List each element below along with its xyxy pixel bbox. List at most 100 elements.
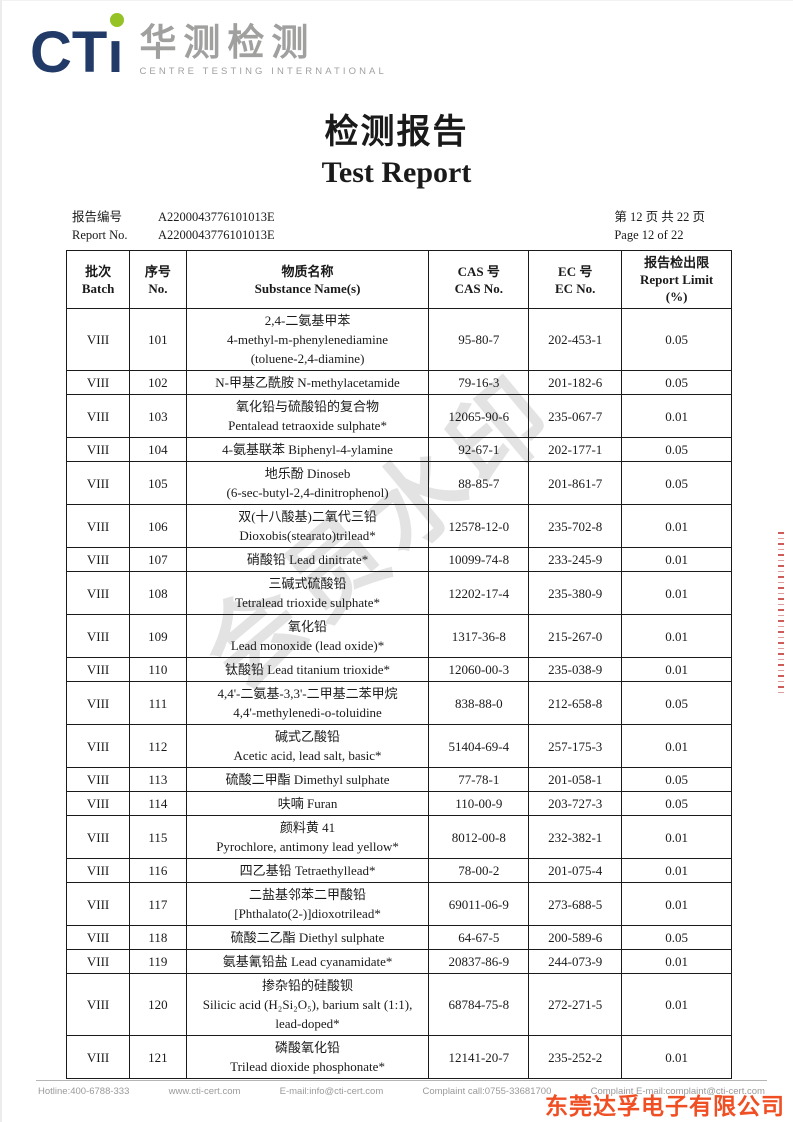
substance-name-cell: 4,4'-二氨基-3,3'-二甲基二苯甲烷 4,4'-methylenedi-o-… (185, 681, 430, 725)
no-cell: 119 (129, 949, 187, 974)
table-row: VIII 103 氧化铅与硫酸铅的复合物 Pentalead tetraoxide… (65, 394, 732, 438)
ec-no-cell: 215-267-0 (528, 614, 623, 658)
column-header: 批次 Batch (65, 250, 131, 309)
table-row: VIII 109 氧化铅 Lead monoxide (lead oxide)* … (65, 614, 732, 658)
report-limit-cell: 0.01 (621, 547, 732, 572)
column-header: 报告检出限 Report Limit (%) (621, 250, 732, 309)
report-limit-cell: 0.01 (621, 657, 732, 682)
no-cell: 111 (129, 681, 187, 725)
table-row: VIII 121 磷酸氧化铅 Trilead dioxide phosphonat… (65, 1035, 732, 1079)
cti-logo-green-dot-icon (110, 13, 125, 28)
batch-cell: VIII (65, 547, 131, 572)
ec-no-cell: 212-658-8 (528, 681, 623, 725)
report-number-value-cn: A2200043776101013E (158, 210, 275, 224)
table-row: VIII 105 地乐酚 Dinoseb (6-sec-butyl-2,4-din… (65, 461, 732, 505)
report-title-english: Test Report (321, 155, 472, 189)
cas-no-cell: 20837-86-9 (428, 949, 530, 974)
no-cell: 106 (129, 504, 187, 548)
report-limit-cell: 0.01 (621, 571, 732, 615)
table-header-row: 批次 Batch 序号 No. 物质名称 Substance Name(s) CAS 号 CA… (65, 250, 732, 309)
batch-cell: VIII (65, 724, 131, 768)
substance-table-body: VIII 101 2,4-二氨基甲苯 4-methyl-m-phenylenedi… (65, 308, 732, 1079)
report-limit-cell: 0.01 (621, 1035, 732, 1079)
substance-name-cell: 四乙基铅 Tetraethyllead* (185, 858, 430, 883)
report-limit-cell: 0.01 (621, 949, 732, 974)
ec-no-cell: 235-702-8 (528, 504, 623, 548)
cas-no-cell: 12578-12-0 (428, 504, 530, 548)
substance-table-head: 批次 Batch 序号 No. 物质名称 Substance Name(s) CAS 号 CA… (65, 250, 732, 309)
table-row: VIII 118 硫酸二乙酯 Diethyl sulphate 64-67-5 … (65, 925, 732, 950)
cti-logo-english-name: CENTRE TESTING INTERNATIONAL (139, 65, 387, 77)
report-limit-cell: 0.01 (621, 614, 732, 658)
substance-name-cell: 2,4-二氨基甲苯 4-methyl-m-phenylenediamine (tol… (185, 308, 430, 371)
batch-cell: VIII (65, 461, 131, 505)
report-limit-cell: 0.01 (621, 394, 732, 438)
cas-no-cell: 68784-75-8 (428, 973, 530, 1036)
footer-contact-item: Complaint call:0755-33681700 (422, 1086, 552, 1097)
cti-logo-chinese-name: 华测检测 (139, 22, 316, 63)
ec-no-cell: 233-245-9 (528, 547, 623, 572)
cas-no-cell: 12060-00-3 (428, 657, 530, 682)
substance-name-cell: 硫酸二乙酯 Diethyl sulphate (185, 925, 430, 950)
no-cell: 110 (129, 657, 187, 682)
cas-no-cell: 95-80-7 (428, 308, 530, 371)
report-number-block: 报告编号 A2200043776101013E Report No. A2200… (72, 208, 275, 244)
cas-no-cell: 88-85-7 (428, 461, 530, 505)
footer-contact-item: Complaint E-mail:complaint@cti-cert.com (590, 1086, 765, 1097)
table-row: VIII 114 呋喃 Furan 110-00-9 203-727-3 0.0… (65, 791, 732, 816)
no-cell: 121 (129, 1035, 187, 1079)
report-number-label-cn: 报告编号 (72, 210, 123, 224)
ec-no-cell: 244-073-9 (528, 949, 623, 974)
substance-table: 批次 Batch 序号 No. 物质名称 Substance Name(s) CAS 号 CA… (65, 250, 732, 1079)
cas-no-cell: 12202-17-4 (428, 571, 530, 615)
footer-divider (36, 1080, 767, 1081)
table-row: VIII 108 三碱式硫酸铅 Tetralead trioxide sulpha… (65, 571, 732, 615)
footer-contact-bar: Hotline:400-6788-333 www.cti-cert.com E-ma… (38, 1086, 765, 1097)
no-cell: 101 (129, 308, 187, 371)
substance-name-cell: 硝酸铅 Lead dinitrate* (185, 547, 430, 572)
ec-no-cell: 202-177-1 (528, 437, 623, 462)
substance-name-cell: 呋喃 Furan (185, 791, 430, 816)
no-cell: 107 (129, 547, 187, 572)
report-number-label-en: Report No. (72, 228, 128, 243)
cas-no-cell: 69011-06-9 (428, 882, 530, 926)
cas-no-cell: 64-67-5 (428, 925, 530, 950)
cas-no-cell: 12141-20-7 (428, 1035, 530, 1079)
batch-cell: VIII (65, 858, 131, 883)
report-limit-cell: 0.05 (621, 370, 732, 395)
report-limit-cell: 0.01 (621, 973, 732, 1036)
no-cell: 120 (129, 973, 187, 1036)
report-limit-cell: 0.05 (621, 925, 732, 950)
cti-logo: CTı 华测检测 CENTRE TESTING INTERNATIONAL (30, 13, 387, 86)
footer-contact-item: E-mail:info@cti-cert.com (279, 1086, 384, 1097)
no-cell: 104 (129, 437, 187, 462)
footer-contact-item: Hotline:400-6788-333 (38, 1086, 130, 1097)
ec-no-cell: 203-727-3 (528, 791, 623, 816)
cti-logo-initials: CTı (30, 20, 124, 86)
batch-cell: VIII (65, 681, 131, 725)
table-row: VIII 104 4-氨基联苯 Biphenyl-4-ylamine 92-67… (65, 437, 732, 462)
table-row: VIII 101 2,4-二氨基甲苯 4-methyl-m-phenylenedi… (65, 308, 732, 371)
footer-contact-item: www.cti-cert.com (168, 1086, 241, 1097)
no-cell: 114 (129, 791, 187, 816)
substance-name-cell: 双(十八酸基)二氧代三铅 Dioxobis(stearato)trilead* (185, 504, 430, 548)
ec-no-cell: 201-861-7 (528, 461, 623, 505)
no-cell: 118 (129, 925, 187, 950)
cas-no-cell: 838-88-0 (428, 681, 530, 725)
column-header: EC 号 EC No. (528, 250, 623, 309)
no-cell: 112 (129, 724, 187, 768)
report-limit-cell: 0.05 (621, 437, 732, 462)
ec-no-cell: 235-252-2 (528, 1035, 623, 1079)
batch-cell: VIII (65, 925, 131, 950)
report-limit-cell: 0.01 (621, 882, 732, 926)
substance-name-cell: 颜料黄 41 Pyrochlore, antimony lead yellow* (185, 815, 430, 859)
cas-no-cell: 51404-69-4 (428, 724, 530, 768)
batch-cell: VIII (65, 370, 131, 395)
report-limit-cell: 0.01 (621, 815, 732, 859)
table-row: VIII 102 N-甲基乙酰胺 N-methylacetamide 79-16… (65, 370, 732, 395)
ec-no-cell: 202-453-1 (528, 308, 623, 371)
ec-no-cell: 235-038-9 (528, 657, 623, 682)
ec-no-cell: 201-058-1 (528, 767, 623, 792)
no-cell: 116 (129, 858, 187, 883)
